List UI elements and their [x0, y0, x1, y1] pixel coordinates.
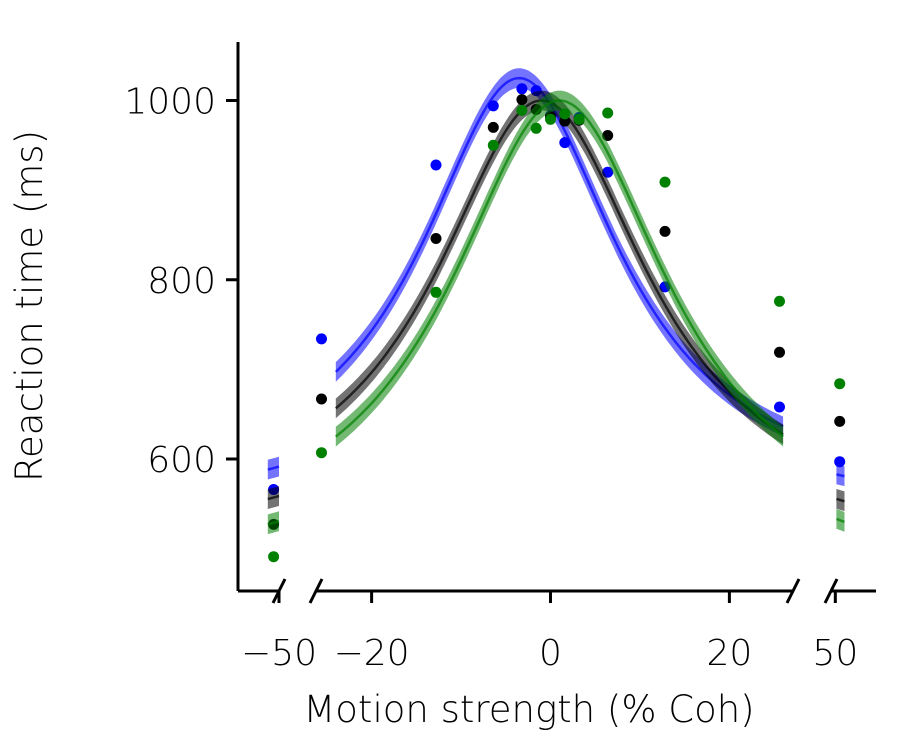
data-point-blue [316, 333, 327, 345]
axis-break-mark [785, 578, 801, 604]
fit-line-green [335, 99, 784, 438]
data-point-green [268, 551, 280, 563]
data-point-blue [559, 137, 571, 149]
data-point-green [602, 107, 614, 119]
x-tick-label: 0 [539, 633, 562, 674]
data-point-green [659, 176, 671, 188]
data-point-green [516, 104, 528, 116]
data-point-blue [774, 401, 785, 413]
x-tick-label: 20 [706, 633, 752, 674]
data-point-black [659, 225, 671, 237]
axes-layer [236, 42, 876, 604]
series-green [267, 90, 846, 563]
data-point-blue [430, 159, 442, 171]
fit-band-black [335, 90, 784, 445]
data-point-blue [487, 100, 499, 112]
fit-line-green [267, 519, 280, 526]
fit-line-green [835, 517, 845, 523]
x-tick-label: 50 [812, 633, 858, 674]
x-tick-label: −50 [241, 633, 317, 674]
data-point-blue [834, 456, 846, 468]
data-point-green [545, 113, 556, 125]
data-point-black [430, 233, 442, 244]
fit-line-black [267, 494, 280, 501]
data-point-green [573, 113, 585, 125]
y-tick-label: 800 [147, 261, 216, 302]
data-point-green [834, 378, 846, 390]
data-point-black [516, 94, 528, 106]
y-tick-label: 600 [147, 440, 216, 481]
data-point-green [530, 122, 542, 134]
series-blue [267, 68, 846, 495]
fit-band-blue [335, 68, 784, 437]
data-point-green [487, 139, 499, 151]
data-point-green [559, 108, 571, 120]
data-point-green [430, 286, 442, 298]
ticks-layer: 600 800 1000 −50 −20 0 20 50 [124, 82, 858, 675]
data-point-black [834, 415, 846, 427]
series-black [267, 90, 846, 530]
x-axis-label: Motion strength (% Coh) [303, 688, 754, 731]
data-point-green [316, 447, 327, 459]
axis-break-mark [823, 578, 839, 604]
fit-line-blue [836, 473, 845, 478]
data-point-black [316, 393, 327, 405]
data-point-blue [516, 83, 528, 95]
axis-break-mark [308, 578, 324, 604]
x-tick-label: −20 [334, 633, 410, 674]
y-axis-label: Reaction time (ms) [8, 130, 51, 482]
data-point-black [774, 346, 785, 358]
y-tick-label: 1000 [124, 82, 216, 123]
fit-line-black [836, 497, 845, 503]
data-point-green [774, 295, 785, 307]
data-point-black [487, 121, 499, 133]
series-layer [267, 68, 846, 563]
fit-line-blue [267, 465, 280, 471]
